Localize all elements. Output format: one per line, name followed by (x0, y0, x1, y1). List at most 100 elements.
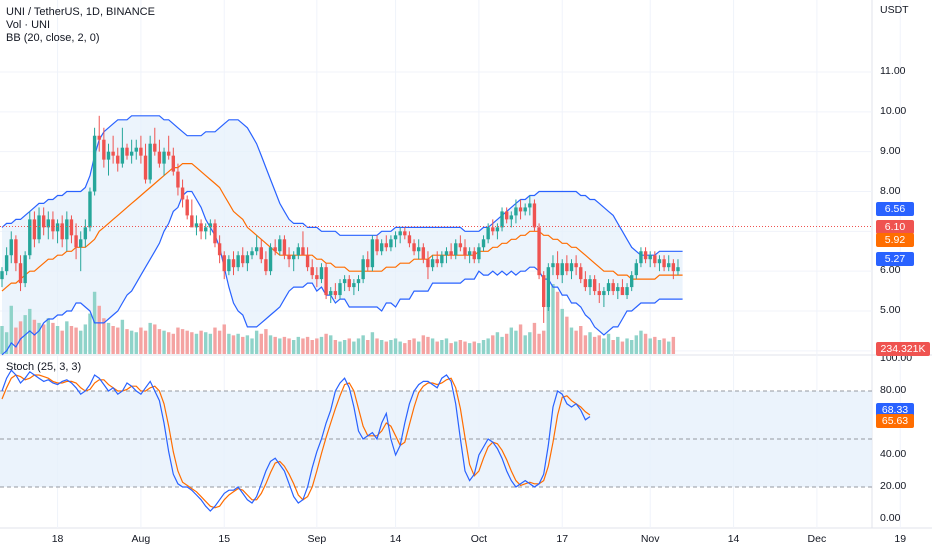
candle-body (616, 287, 620, 292)
candle-body (324, 267, 328, 296)
volume-bar (352, 341, 356, 354)
volume-bar (574, 330, 578, 354)
volume-bar (143, 330, 148, 354)
candle-body (407, 235, 412, 244)
volume-bar (565, 316, 569, 354)
volume-bar (231, 335, 236, 354)
candle-body (213, 223, 217, 244)
candle-body (342, 279, 347, 284)
price-tick-label: 9.00 (880, 144, 901, 157)
candle-body (153, 143, 157, 152)
candle-body (440, 255, 444, 264)
volume-bar (204, 332, 208, 354)
stoch-k-badge: 68.33 (876, 403, 914, 417)
volume-bar (426, 336, 430, 354)
volume-bar (194, 333, 199, 354)
candle-body (264, 259, 268, 272)
candle-body (18, 263, 23, 284)
time-tick-label: Nov (640, 533, 660, 545)
volume-bar (389, 340, 393, 354)
candle-body (4, 255, 9, 272)
volume-bar (264, 329, 268, 354)
volume-bar (509, 327, 513, 354)
bollinger-legend: BB (20, close, 2, 0) (6, 32, 100, 44)
volume-bar (393, 338, 398, 354)
candle-body (602, 291, 606, 296)
candle-body (296, 247, 301, 256)
candle-body (28, 219, 32, 256)
volume-bar (227, 333, 231, 354)
price-axis-unit: USDT (880, 4, 909, 16)
candle-body (278, 239, 282, 252)
candle-body (74, 235, 78, 248)
candle-body (472, 251, 476, 260)
volume-bar (301, 338, 305, 354)
volume-bar (671, 336, 676, 354)
candle-body (639, 251, 643, 264)
candle-body (208, 223, 213, 228)
volume-bar (282, 336, 287, 354)
candle-body (676, 267, 680, 272)
candle-body (412, 243, 416, 252)
candle-body (583, 279, 588, 288)
price-tick-label: 6.00 (880, 264, 901, 277)
candle-body (481, 239, 486, 248)
candle-body (92, 135, 97, 192)
candle-body (606, 283, 611, 292)
time-tick-label: 14 (727, 533, 740, 545)
candle-body (282, 239, 287, 256)
volume-bar (69, 326, 74, 354)
volume-bar (370, 332, 375, 354)
volume-bar (217, 330, 222, 354)
candle-body (398, 231, 402, 236)
candle-body (245, 255, 250, 264)
volume-bar (486, 338, 490, 354)
volume-bar (620, 341, 625, 354)
candle-body (55, 223, 60, 232)
volume-bar (14, 327, 18, 354)
volume-bar (190, 332, 194, 354)
candle-body (504, 211, 509, 220)
candle-body (514, 207, 518, 216)
candle-body (143, 155, 148, 180)
candle-body (46, 219, 50, 228)
candle-body (319, 267, 324, 280)
stoch-tick-label: 0.00 (880, 512, 901, 524)
volume-bar (467, 343, 472, 354)
stoch-tick-label: 80.00 (880, 384, 907, 396)
volume-bar (551, 284, 555, 354)
volume-bar (634, 335, 639, 354)
candle-body (366, 259, 370, 268)
volume-bar (125, 329, 129, 354)
candle-body (389, 239, 393, 248)
stoch-k-line (1, 369, 591, 512)
stoch-d-badge: 65.63 (876, 414, 914, 428)
volume-bar (588, 332, 592, 354)
volume-bar (296, 336, 301, 354)
volume-bar (417, 341, 421, 354)
volume-bar (560, 308, 564, 354)
volume-bar (639, 330, 643, 354)
volume-bar (338, 341, 342, 354)
candle-body (643, 251, 648, 260)
candle-body (653, 255, 657, 264)
candle-body (417, 247, 421, 252)
volume-bar (398, 341, 402, 354)
candle-body (139, 147, 143, 156)
candle-body (430, 259, 435, 268)
candle-body (463, 247, 467, 256)
volume-bar (310, 340, 314, 354)
volume-bar (273, 336, 277, 354)
volume-bar (106, 322, 111, 354)
time-tick-label: 17 (556, 533, 569, 545)
volume-bar (60, 330, 64, 354)
candle-body (69, 219, 74, 236)
stoch-tick-label: 20.00 (880, 480, 907, 492)
candle-body (185, 199, 189, 216)
candle-body (546, 267, 551, 308)
candle-body (532, 203, 537, 228)
candle-body (361, 259, 365, 280)
candle-body (116, 155, 120, 164)
candle-body (477, 247, 481, 260)
